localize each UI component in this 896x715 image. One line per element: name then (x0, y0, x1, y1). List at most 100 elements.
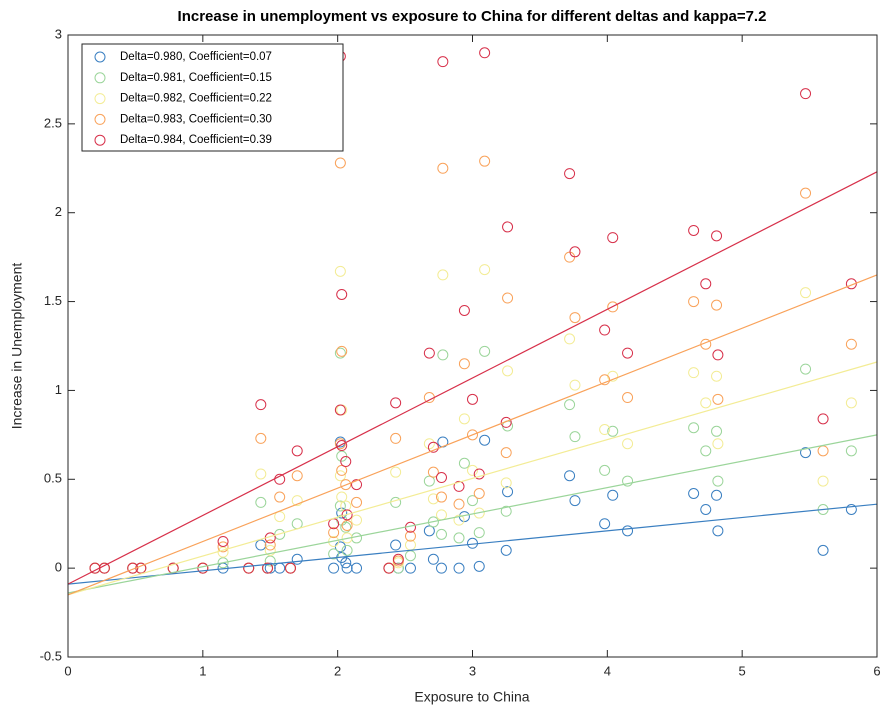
point (341, 544, 353, 556)
point (479, 434, 491, 446)
point (291, 553, 303, 565)
point (334, 265, 346, 277)
legend-marker (94, 113, 106, 125)
point (473, 488, 485, 500)
x-tick-label: 6 (873, 663, 880, 678)
point (334, 470, 346, 482)
point (264, 539, 276, 551)
x-tick-label: 2 (334, 663, 341, 678)
fit-line (67, 171, 878, 585)
point (390, 432, 402, 444)
point (328, 527, 340, 539)
point (622, 347, 634, 359)
point (351, 496, 363, 508)
point (435, 528, 447, 540)
legend-marker (94, 51, 106, 63)
point (404, 530, 416, 542)
legend-marker (94, 72, 106, 84)
point (607, 425, 619, 437)
point (502, 365, 514, 377)
point (217, 541, 229, 553)
point (328, 562, 340, 574)
point (340, 557, 352, 569)
point (817, 544, 829, 556)
point (473, 560, 485, 572)
point (404, 562, 416, 574)
point (340, 479, 352, 491)
point (453, 532, 465, 544)
point (845, 397, 857, 409)
point (427, 441, 439, 453)
point (328, 548, 340, 560)
point (427, 516, 439, 528)
point (569, 379, 581, 391)
point (423, 347, 435, 359)
point (599, 518, 611, 530)
point (458, 358, 470, 370)
point (340, 521, 352, 533)
point (569, 246, 581, 258)
point (502, 221, 514, 233)
point (341, 519, 353, 531)
point (336, 464, 348, 476)
point (502, 292, 514, 304)
point (688, 488, 700, 500)
point (700, 503, 712, 515)
point (392, 553, 404, 565)
point (599, 374, 611, 386)
point (800, 88, 812, 100)
point (437, 269, 449, 281)
x-tick-label: 0 (64, 663, 71, 678)
fit-line (67, 503, 878, 585)
point (845, 445, 857, 457)
point (341, 562, 353, 574)
point (264, 544, 276, 556)
legend-label: Delta=0.980, Coefficient=0.07 (120, 51, 272, 63)
point (435, 472, 447, 484)
point (564, 168, 576, 180)
point (336, 440, 348, 452)
point (712, 393, 724, 405)
point (458, 413, 470, 425)
point (390, 466, 402, 478)
point (500, 505, 512, 517)
point (711, 370, 723, 382)
point (453, 562, 465, 574)
x-tick-label: 5 (739, 663, 746, 678)
point (255, 496, 267, 508)
point (127, 562, 139, 574)
point (427, 493, 439, 505)
point (564, 470, 576, 482)
point (479, 345, 491, 357)
x-tick-label: 3 (469, 663, 476, 678)
point (217, 557, 229, 569)
point (437, 56, 449, 68)
point (336, 288, 348, 300)
point (437, 349, 449, 361)
legend-label: Delta=0.981, Coefficient=0.15 (120, 72, 272, 84)
point (622, 525, 634, 537)
point (334, 500, 346, 512)
chart-title: Increase in unemployment vs exposure to … (178, 8, 767, 25)
point (712, 349, 724, 361)
point (336, 345, 348, 357)
point (243, 562, 255, 574)
x-tick-label: 4 (604, 663, 611, 678)
point (274, 528, 286, 540)
point (845, 338, 857, 350)
point (569, 312, 581, 324)
point (564, 399, 576, 411)
point (502, 486, 514, 498)
point (334, 404, 346, 416)
point (291, 470, 303, 482)
point (336, 491, 348, 503)
point (435, 491, 447, 503)
point (607, 232, 619, 244)
point (700, 445, 712, 457)
point (700, 397, 712, 409)
point (712, 438, 724, 450)
point (688, 367, 700, 379)
point (688, 422, 700, 434)
point (473, 468, 485, 480)
